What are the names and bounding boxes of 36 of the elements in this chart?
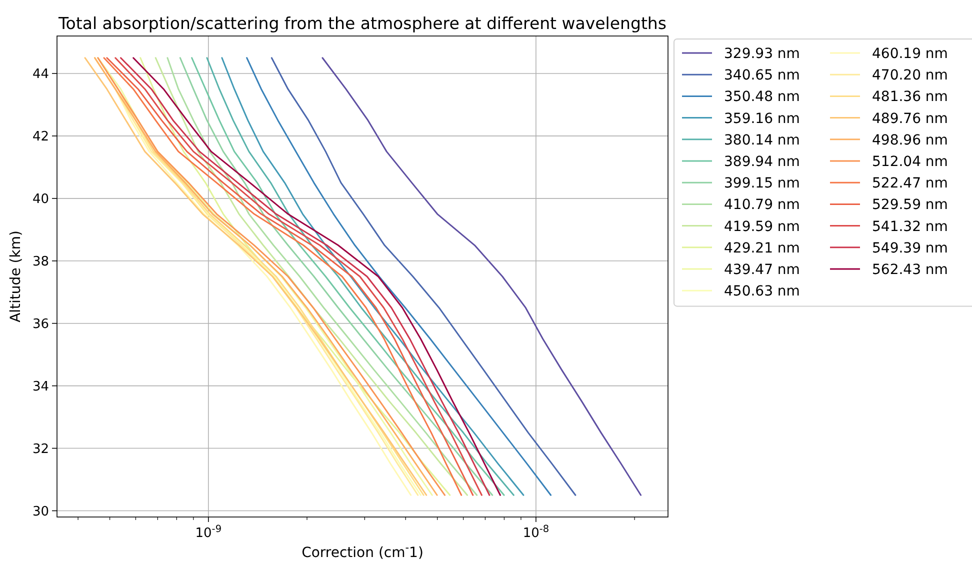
- legend-label: 380.14 nm: [724, 132, 800, 148]
- legend-label: 498.96 nm: [872, 132, 948, 148]
- legend-label: 329.93 nm: [724, 46, 800, 62]
- legend-label: 562.43 nm: [872, 262, 948, 278]
- y-tick-label: 38: [32, 254, 49, 270]
- legend-label: 410.79 nm: [724, 197, 800, 214]
- legend-label: 419.59 nm: [724, 218, 800, 235]
- y-tick-label: 32: [32, 442, 49, 457]
- y-tick-label: 34: [32, 379, 49, 394]
- y-tick-label: 42: [32, 129, 49, 144]
- legend-label: 359.16 nm: [724, 110, 800, 127]
- x-tick-label: 10$^{-9}$: [195, 524, 222, 541]
- chart-title: Total absorption/scattering from the atmosphere at different wavelengths: [58, 14, 666, 33]
- legend-label: 340.65 nm: [724, 68, 800, 84]
- x-tick-label: 10$^{-8}$: [522, 524, 550, 541]
- y-tick-label: 44: [32, 66, 49, 82]
- legend-label: 529.59 nm: [872, 197, 948, 214]
- legend-label: 522.47 nm: [872, 176, 948, 192]
- legend-label: 350.48 nm: [724, 89, 800, 106]
- legend-label: 450.63 nm: [724, 284, 800, 300]
- legend-label: 460.19 nm: [872, 46, 948, 62]
- y-tick-label: 30: [32, 504, 49, 520]
- legend-label: 429.21 nm: [724, 240, 800, 256]
- legend-label: 389.94 nm: [724, 154, 800, 170]
- y-axis-title: Altitude (km): [8, 230, 24, 322]
- legend-label: 512.04 nm: [872, 154, 948, 170]
- legend-label: 489.76 nm: [872, 110, 948, 127]
- legend-label: 481.36 nm: [872, 89, 948, 106]
- y-tick-label: 40: [32, 192, 49, 207]
- y-tick-label: 36: [32, 316, 49, 332]
- x-axis-title: Correction (cm$^{-}$1): [302, 542, 424, 561]
- legend-label: 470.20 nm: [872, 68, 948, 84]
- legend-label: 541.32 nm: [872, 218, 948, 235]
- legend-label: 549.39 nm: [872, 240, 948, 256]
- legend-label: 439.47 nm: [724, 262, 800, 278]
- legend-label: 399.15 nm: [724, 176, 800, 192]
